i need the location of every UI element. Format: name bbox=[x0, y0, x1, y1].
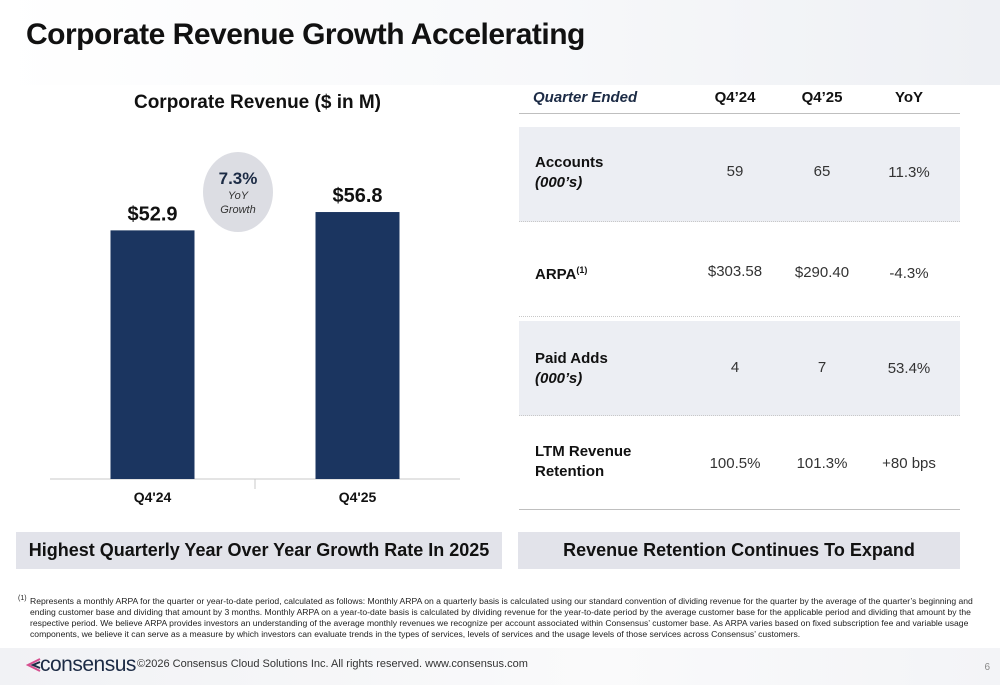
row-label-main: Paid Adds bbox=[535, 350, 608, 367]
table-bottom-rule bbox=[519, 509, 960, 510]
cell-q4-25: 7 bbox=[817, 359, 827, 376]
copyright-text: ©2026 Consensus Cloud Solutions Inc. All… bbox=[137, 658, 528, 670]
table-row-paid-adds: Paid Adds (000’s) 4 7 53.4% bbox=[519, 321, 960, 416]
row-label-main: Accounts bbox=[535, 154, 604, 171]
cell-q4-24: 4 bbox=[730, 359, 740, 376]
row-label: LTM Revenue Retention bbox=[535, 442, 631, 482]
row-label-sub: (000’s) bbox=[535, 370, 583, 387]
bar-0 bbox=[110, 230, 195, 479]
table-row-accounts: Accounts (000’s) 59 65 11.3% bbox=[519, 127, 960, 222]
footnote-text: Represents a monthly ARPA for the quarte… bbox=[30, 596, 973, 639]
metrics-table: Quarter Ended Q4’24 Q4’25 YoY Accounts (… bbox=[519, 84, 960, 510]
row-label-sub: Retention bbox=[535, 463, 605, 480]
table-row-arpa: ARPA(1) $303.58 $290.40 -4.3% bbox=[519, 222, 960, 317]
growth-callout: Highest Quarterly Year Over Year Growth … bbox=[16, 532, 502, 569]
cell-yoy: +80 bps bbox=[882, 455, 936, 472]
consensus-logo-text: consensus bbox=[40, 653, 136, 676]
row-label-main: LTM Revenue bbox=[535, 443, 632, 460]
x-tick-label: Q4'25 bbox=[339, 489, 377, 505]
table-header: Quarter Ended Q4’24 Q4’25 YoY bbox=[519, 84, 960, 114]
consensus-logo-icon bbox=[25, 658, 41, 672]
row-label: Accounts (000’s) bbox=[535, 153, 603, 193]
header-q4-25: Q4’25 bbox=[801, 89, 843, 106]
yoy-growth-label-line2: Growth bbox=[220, 204, 256, 216]
footer: consensus ©2026 Consensus Cloud Solution… bbox=[0, 648, 1000, 685]
header-yoy: YoY bbox=[894, 89, 924, 106]
row-label-sub: (000’s) bbox=[535, 174, 583, 191]
cell-q4-25: $290.40 bbox=[794, 264, 850, 281]
bar-value-label: $56.8 bbox=[332, 185, 382, 207]
x-tick-label: Q4'24 bbox=[134, 489, 172, 505]
cell-q4-24: 59 bbox=[726, 163, 744, 180]
header-quarter-ended: Quarter Ended bbox=[533, 89, 638, 106]
chart-title: Corporate Revenue ($ in M) bbox=[133, 92, 382, 113]
table-row-ltm-retention: LTM Revenue Retention 100.5% 101.3% +80 … bbox=[519, 416, 960, 511]
yoy-growth-bubble: 7.3% YoY Growth bbox=[203, 152, 273, 232]
cell-yoy: 53.4% bbox=[887, 360, 931, 377]
page-number: 6 bbox=[984, 662, 990, 673]
cell-yoy: -4.3% bbox=[889, 265, 929, 282]
row-label: ARPA(1) bbox=[535, 260, 587, 285]
footnote-marker: (1) bbox=[18, 595, 27, 602]
cell-q4-25: 101.3% bbox=[796, 455, 848, 472]
header-band bbox=[0, 0, 1000, 85]
retention-callout: Revenue Retention Continues To Expand bbox=[518, 532, 960, 569]
bar-1 bbox=[315, 212, 400, 479]
cell-yoy: 11.3% bbox=[888, 164, 930, 181]
revenue-bar-chart: $52.9 Q4'24 $56.8 Q4'25 bbox=[50, 185, 460, 505]
row-label-main: ARPA bbox=[535, 266, 577, 283]
row-label: Paid Adds (000’s) bbox=[535, 349, 608, 389]
bar-value-label: $52.9 bbox=[127, 203, 177, 225]
page-title: Corporate Revenue Growth Accelerating bbox=[26, 18, 585, 51]
yoy-growth-label-line1: YoY bbox=[227, 190, 249, 202]
header-q4-24: Q4’24 bbox=[714, 89, 756, 106]
yoy-growth-value: 7.3% bbox=[218, 169, 258, 188]
cell-q4-24: 100.5% bbox=[709, 455, 761, 472]
footnote: (1) Represents a monthly ARPA for the qu… bbox=[18, 595, 990, 640]
footnote-ref: (1) bbox=[576, 265, 588, 275]
cell-q4-25: 65 bbox=[813, 163, 831, 180]
cell-q4-24: $303.58 bbox=[707, 263, 763, 280]
